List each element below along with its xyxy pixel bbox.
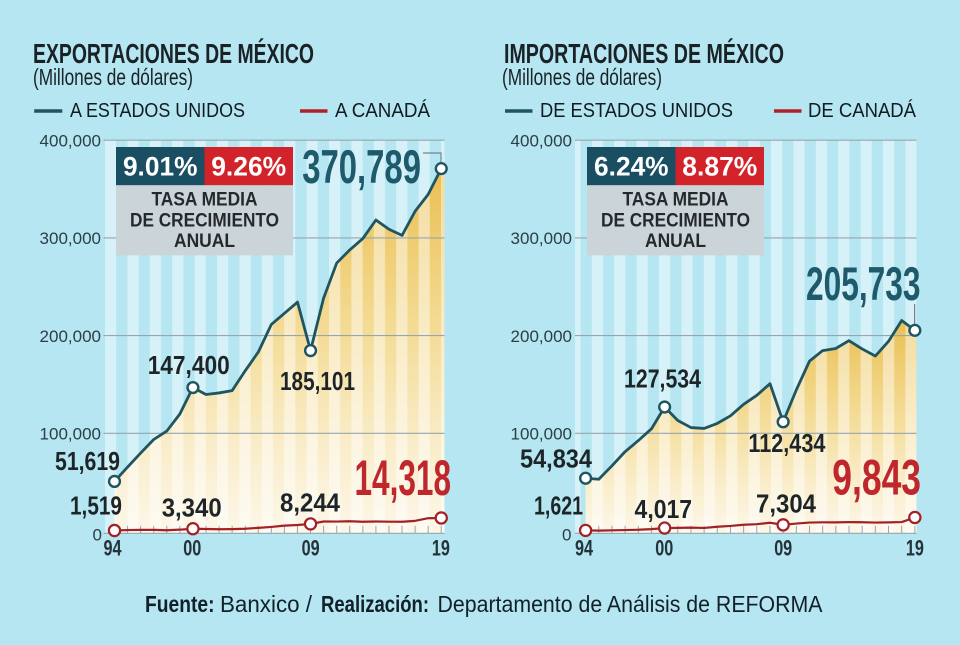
svg-text:DE CRECIMIENTO: DE CRECIMIENTO — [601, 209, 750, 231]
svg-text:100,000: 100,000 — [40, 425, 101, 444]
svg-text:0: 0 — [93, 526, 102, 545]
svg-text:EXPORTACIONES DE MÉXICO: EXPORTACIONES DE MÉXICO — [33, 38, 314, 69]
svg-text:6.24%: 6.24% — [594, 152, 669, 182]
svg-text:00: 00 — [655, 536, 673, 561]
svg-text:4,017: 4,017 — [635, 494, 693, 524]
svg-text:3,340: 3,340 — [162, 493, 222, 523]
svg-text:9.01%: 9.01% — [123, 152, 198, 182]
svg-text:185,101: 185,101 — [280, 366, 355, 396]
svg-text:Realización:: Realización: — [321, 591, 429, 617]
svg-text:19: 19 — [906, 536, 924, 561]
svg-text:147,400: 147,400 — [148, 350, 230, 380]
svg-text:7,304: 7,304 — [756, 489, 816, 519]
svg-text:DE ESTADOS UNIDOS: DE ESTADOS UNIDOS — [540, 99, 733, 122]
svg-text:8,244: 8,244 — [280, 488, 340, 518]
svg-text:200,000: 200,000 — [40, 327, 101, 346]
svg-text:9,843: 9,843 — [832, 450, 921, 506]
svg-text:0: 0 — [562, 526, 571, 545]
svg-text:9.26%: 9.26% — [211, 152, 286, 182]
svg-text:19: 19 — [432, 536, 450, 561]
svg-text:DE CRECIMIENTO: DE CRECIMIENTO — [130, 209, 279, 231]
svg-text:14,318: 14,318 — [355, 450, 452, 506]
svg-text:200,000: 200,000 — [511, 327, 572, 346]
svg-text:112,434: 112,434 — [748, 428, 825, 458]
svg-text:94: 94 — [104, 536, 123, 561]
svg-text:370,789: 370,789 — [302, 140, 421, 193]
svg-text:A ESTADOS UNIDOS: A ESTADOS UNIDOS — [70, 99, 245, 122]
svg-text:400,000: 400,000 — [40, 131, 101, 150]
svg-text:54,834: 54,834 — [520, 444, 592, 474]
svg-text:Fuente:: Fuente: — [145, 591, 215, 617]
svg-text:09: 09 — [302, 536, 320, 561]
svg-text:1,621: 1,621 — [534, 491, 583, 521]
svg-text:(Millones de dólares): (Millones de dólares) — [33, 64, 193, 90]
svg-text:TASA MEDIA: TASA MEDIA — [623, 189, 729, 211]
svg-text:8.87%: 8.87% — [682, 152, 757, 182]
svg-text:IMPORTACIONES DE MÉXICO: IMPORTACIONES DE MÉXICO — [504, 38, 784, 69]
svg-text:DE CANADÁ: DE CANADÁ — [808, 99, 916, 122]
svg-text:09: 09 — [774, 536, 792, 561]
svg-text:ANUAL: ANUAL — [174, 230, 235, 252]
svg-text:400,000: 400,000 — [511, 131, 572, 150]
svg-text:TASA MEDIA: TASA MEDIA — [152, 189, 258, 211]
svg-text:Banxico /: Banxico / — [220, 591, 313, 617]
svg-text:00: 00 — [183, 536, 201, 561]
svg-text:1,519: 1,519 — [70, 491, 122, 521]
svg-text:100,000: 100,000 — [511, 425, 572, 444]
svg-text:205,733: 205,733 — [806, 257, 921, 310]
svg-text:(Millones de dólares): (Millones de dólares) — [502, 64, 662, 90]
svg-text:Departamento de Análisis de RE: Departamento de Análisis de REFORMA — [438, 591, 824, 617]
svg-text:51,619: 51,619 — [55, 446, 120, 476]
svg-text:ANUAL: ANUAL — [645, 230, 706, 252]
svg-text:94: 94 — [575, 536, 594, 561]
svg-text:300,000: 300,000 — [511, 229, 572, 248]
svg-text:A CANADÁ: A CANADÁ — [335, 99, 430, 122]
svg-text:127,534: 127,534 — [624, 363, 701, 393]
svg-text:300,000: 300,000 — [40, 229, 101, 248]
